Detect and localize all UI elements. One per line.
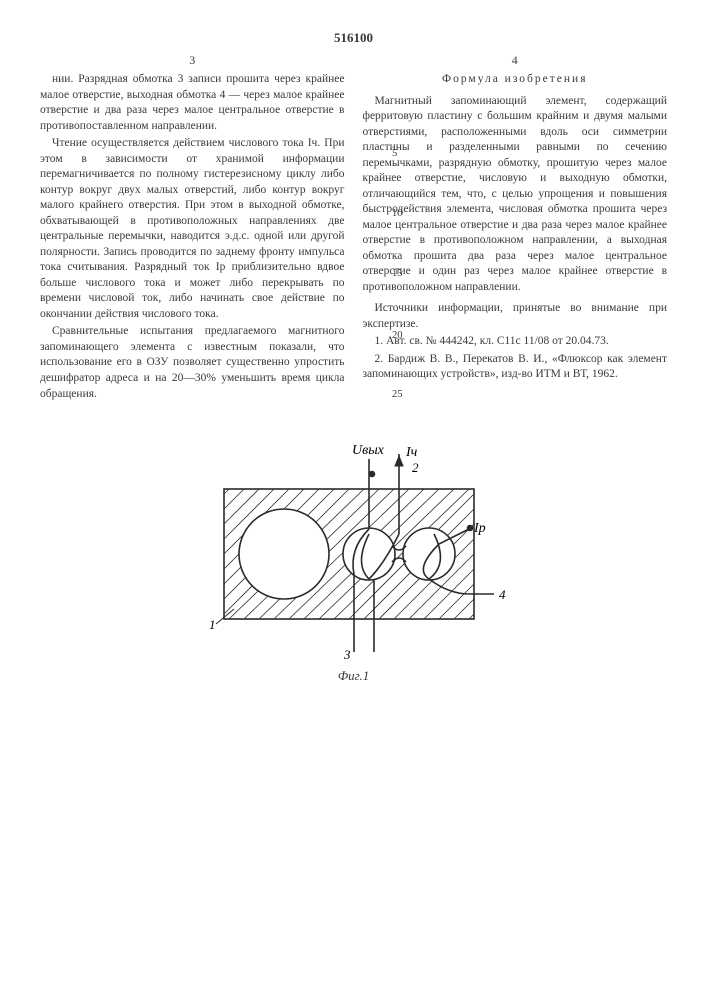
line-mark-20: 20 [392, 330, 403, 341]
two-column-area: 3 нии. Разрядная обмотка 3 записи прошит… [40, 52, 667, 404]
label-2: 2 [412, 460, 419, 475]
source-1: 1. Авт. св. № 444242, кл. С11с 11/08 от … [363, 334, 668, 350]
right-col-number: 4 [363, 52, 668, 68]
figure-1-diagram: Uвых Iч Iр 1 2 3 4 [174, 434, 534, 664]
figure-caption: Фиг.1 [40, 668, 667, 684]
line-mark-10: 10 [392, 208, 403, 219]
left-para-1: нии. Разрядная обмотка 3 записи прошита … [40, 72, 345, 134]
right-column: 4 Формула изобретения Магнитный запомина… [363, 52, 668, 404]
line-mark-25: 25 [392, 389, 403, 400]
right-para-1: Магнитный запоминающий элемент, содержащ… [363, 94, 668, 296]
label-3: 3 [343, 647, 351, 662]
line-mark-5: 5 [392, 148, 397, 159]
sources-title: Источники информации, принятые во вниман… [363, 301, 668, 332]
label-uvyh: Uвых [352, 443, 385, 458]
source-2: 2. Бардиж В. В., Перекатов В. И., «Флюкс… [363, 352, 668, 383]
left-column: 3 нии. Разрядная обмотка 3 записи прошит… [40, 52, 345, 404]
patent-number: 516100 [40, 30, 667, 46]
label-ich: Iч [405, 445, 418, 460]
formula-title: Формула изобретения [363, 72, 668, 88]
left-para-2: Чтение осуществляется действием числовог… [40, 136, 345, 322]
page: 516100 3 нии. Разрядная обмотка 3 записи… [0, 0, 707, 1000]
left-para-3: Сравнительные испытания предлагаемого ма… [40, 324, 345, 402]
line-mark-15: 15 [392, 268, 403, 279]
left-col-number: 3 [40, 52, 345, 68]
figure-area: Uвых Iч Iр 1 2 3 4 [40, 434, 667, 664]
label-4: 4 [499, 587, 506, 602]
label-ip: Iр [473, 521, 486, 536]
label-1: 1 [209, 617, 216, 632]
